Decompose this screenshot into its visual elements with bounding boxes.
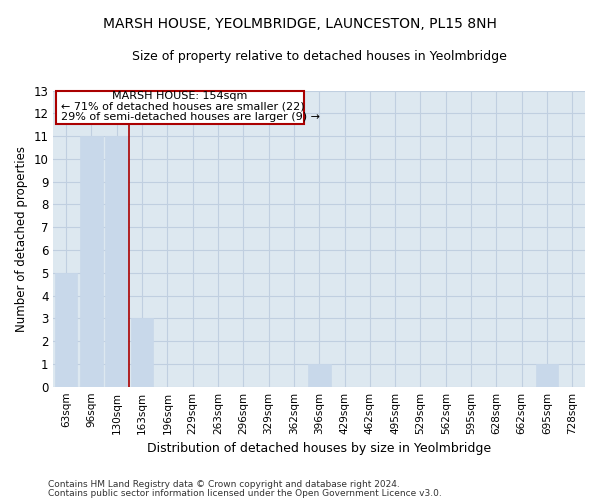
Text: ← 71% of detached houses are smaller (22): ← 71% of detached houses are smaller (22… (61, 102, 305, 112)
Bar (308, 364, 331, 386)
Text: MARSH HOUSE: 154sqm: MARSH HOUSE: 154sqm (112, 92, 248, 102)
Title: Size of property relative to detached houses in Yeolmbridge: Size of property relative to detached ho… (132, 50, 506, 63)
Y-axis label: Number of detached properties: Number of detached properties (15, 146, 28, 332)
Text: 29% of semi-detached houses are larger (9) →: 29% of semi-detached houses are larger (… (61, 112, 320, 122)
Text: Contains public sector information licensed under the Open Government Licence v3: Contains public sector information licen… (48, 489, 442, 498)
Bar (536, 364, 559, 386)
Text: Contains HM Land Registry data © Crown copyright and database right 2024.: Contains HM Land Registry data © Crown c… (48, 480, 400, 489)
Bar (80, 136, 103, 386)
Text: MARSH HOUSE, YEOLMBRIDGE, LAUNCESTON, PL15 8NH: MARSH HOUSE, YEOLMBRIDGE, LAUNCESTON, PL… (103, 18, 497, 32)
Bar (106, 136, 128, 386)
FancyBboxPatch shape (56, 90, 304, 124)
Bar (131, 318, 154, 386)
X-axis label: Distribution of detached houses by size in Yeolmbridge: Distribution of detached houses by size … (147, 442, 491, 455)
Bar (55, 273, 77, 386)
